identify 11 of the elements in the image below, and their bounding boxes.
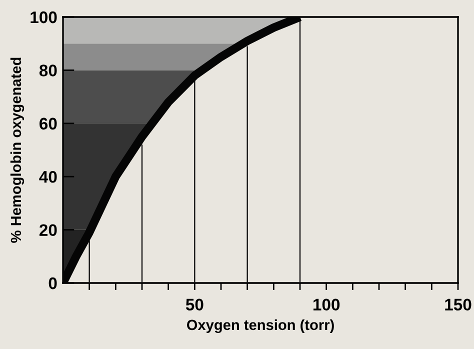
y-tick-label: 20	[39, 224, 57, 236]
x-tick-label: 100	[313, 298, 340, 311]
y-tick-label: 60	[40, 118, 57, 130]
x-tick-label: 150	[445, 298, 472, 311]
y-tick-label: 80	[39, 64, 57, 76]
x-tick-label: 50	[186, 298, 204, 311]
y-axis-title: % Hemoglobin oxygenated	[10, 58, 24, 243]
y-tick-label: 0	[48, 277, 57, 290]
x-axis-title: Oxygen tension (torr)	[186, 319, 334, 334]
y-tick-label: 40	[39, 171, 57, 183]
y-tick-label: 100	[30, 11, 57, 24]
